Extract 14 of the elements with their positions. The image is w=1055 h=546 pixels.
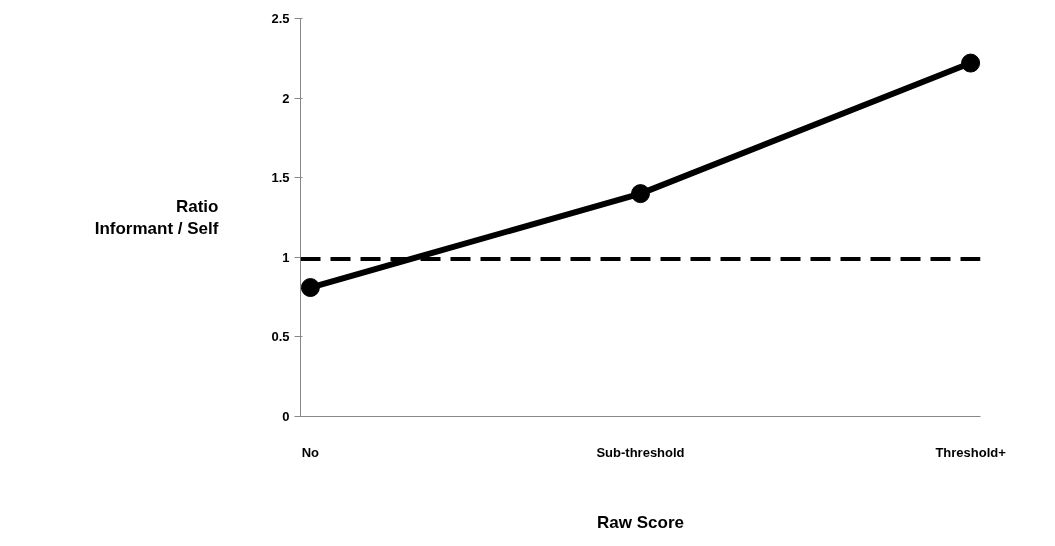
x-axis-title: Raw Score — [597, 512, 684, 532]
y-tick-label: 0.5 — [271, 329, 290, 345]
y-tick-label: 0 — [282, 409, 290, 424]
x-tick-label: No — [301, 444, 320, 460]
y-tick-label: 2.5 — [271, 11, 290, 26]
point — [300, 278, 320, 298]
y-tick-label: 1.5 — [271, 170, 290, 186]
x-tick-label: Threshold+ — [935, 444, 1007, 460]
x-tick-label: Sub-threshold — [596, 444, 685, 460]
point — [961, 53, 981, 73]
point — [631, 184, 650, 204]
y-tick-label: 2 — [282, 90, 290, 106]
y-axis-title: Ratio Informant / Self — [94, 196, 219, 239]
y-tick-label: 1 — [282, 249, 290, 265]
